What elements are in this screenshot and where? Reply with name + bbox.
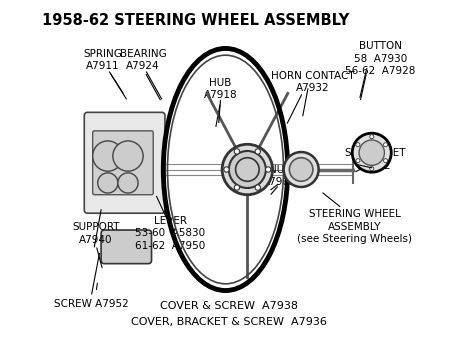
Circle shape (356, 159, 360, 163)
Circle shape (234, 185, 240, 190)
Text: NUT
A7962: NUT A7962 (263, 165, 296, 187)
Circle shape (370, 167, 374, 171)
Circle shape (222, 144, 273, 195)
Circle shape (352, 133, 391, 172)
Circle shape (113, 141, 143, 171)
Circle shape (383, 143, 388, 147)
Text: COVER & SCREW  A7938: COVER & SCREW A7938 (160, 301, 298, 311)
FancyBboxPatch shape (101, 230, 152, 264)
Circle shape (98, 173, 118, 193)
Text: 1958-62 STEERING WHEEL ASSEMBLY: 1958-62 STEERING WHEEL ASSEMBLY (42, 13, 349, 28)
FancyBboxPatch shape (93, 131, 153, 195)
Circle shape (265, 167, 271, 172)
Circle shape (283, 152, 319, 187)
Text: HORN CONTACT
A7932: HORN CONTACT A7932 (271, 71, 355, 93)
Circle shape (356, 143, 360, 147)
Circle shape (118, 173, 138, 193)
Circle shape (93, 141, 123, 171)
Circle shape (255, 149, 260, 154)
Text: SPRING
A7911: SPRING A7911 (83, 49, 122, 72)
Circle shape (359, 140, 384, 165)
Circle shape (370, 135, 374, 139)
Circle shape (236, 158, 259, 181)
FancyBboxPatch shape (84, 112, 165, 213)
Circle shape (255, 185, 260, 190)
Circle shape (383, 159, 388, 163)
Text: COVER, BRACKET & SCREW  A7936: COVER, BRACKET & SCREW A7936 (131, 318, 327, 327)
Circle shape (289, 158, 313, 181)
Text: STEERING WHEEL
ASSEMBLY
(see Steering Wheels): STEERING WHEEL ASSEMBLY (see Steering Wh… (298, 209, 412, 244)
Circle shape (229, 151, 266, 188)
Text: HUB
A7918: HUB A7918 (204, 78, 237, 100)
Text: SUPPORT
A7940: SUPPORT A7940 (73, 222, 120, 244)
Text: SCREW A7952: SCREW A7952 (54, 299, 128, 309)
Text: SCREW SET
A7912: SCREW SET A7912 (345, 148, 405, 171)
Text: LEVER
53-60  A5830
61-62  A7950: LEVER 53-60 A5830 61-62 A7950 (135, 216, 205, 251)
Text: BEARING
A7924: BEARING A7924 (120, 49, 166, 72)
Text: BUTTON
58  A7930
56-62  A7928: BUTTON 58 A7930 56-62 A7928 (345, 41, 415, 76)
Circle shape (234, 149, 240, 154)
Circle shape (224, 167, 229, 172)
